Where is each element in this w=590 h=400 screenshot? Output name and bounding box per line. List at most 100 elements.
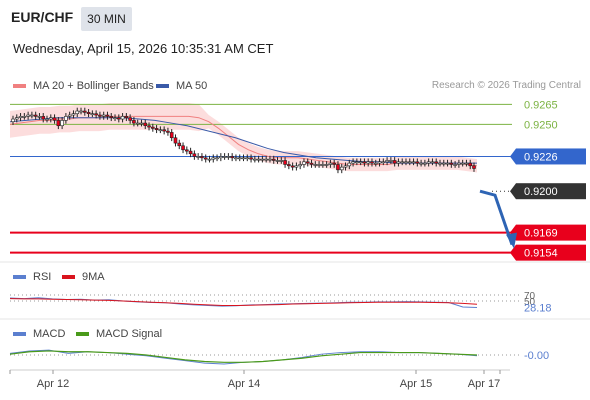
- candle-body: [30, 114, 34, 117]
- candle-body: [423, 162, 427, 165]
- rsi-ma-swatch: [62, 275, 75, 279]
- candle-body: [415, 161, 420, 164]
- macd-swatch: [13, 332, 26, 336]
- datetime-label: Wednesday, April 15, 2026 10:35:31 AM CE…: [13, 41, 274, 56]
- rsi-last-value: 28.18: [524, 303, 552, 315]
- rsi-tick-70: 70: [524, 291, 536, 302]
- candle-body: [245, 157, 250, 160]
- candle-body: [385, 160, 389, 163]
- candle-body: [147, 125, 151, 128]
- legend-rsi-ma-label: 9MA: [82, 271, 105, 283]
- candle-body: [271, 158, 276, 161]
- candle-body: [426, 161, 431, 164]
- ma50-swatch: [156, 84, 169, 88]
- candle-body: [41, 116, 46, 120]
- candle-body: [241, 157, 246, 160]
- candle-body: [98, 114, 102, 117]
- projection-arrow-head: [506, 232, 517, 249]
- macd-signal-swatch: [76, 332, 89, 336]
- candle-body: [441, 162, 446, 165]
- level-tag-0.9226: [516, 148, 586, 165]
- candle-body: [188, 150, 193, 155]
- macd-signal-line: [9, 350, 478, 363]
- ma20-swatch: [13, 84, 26, 88]
- candle-body: [154, 128, 159, 131]
- candle-body: [290, 165, 295, 168]
- candle-body: [173, 137, 178, 144]
- candle-body: [94, 113, 98, 116]
- candle-body: [117, 117, 121, 120]
- rsi-swatch: [13, 275, 26, 279]
- candle-body: [230, 156, 234, 159]
- candle-body: [373, 162, 378, 165]
- candle-body: [336, 164, 340, 171]
- candle-body: [203, 157, 208, 160]
- candle-body: [298, 164, 302, 167]
- candle-body: [400, 161, 405, 164]
- candle-body: [192, 153, 197, 157]
- candle-body: [355, 161, 359, 164]
- candle-body: [200, 156, 204, 159]
- candle-body: [143, 122, 148, 127]
- candle-body: [260, 158, 265, 161]
- candle-body: [101, 114, 106, 117]
- candle-body: [313, 164, 318, 166]
- candle-body: [120, 116, 125, 120]
- candle-body: [305, 161, 310, 164]
- candle-body: [48, 117, 53, 120]
- level-tag-arrow-0.9154: [510, 244, 516, 261]
- candle-body: [90, 113, 95, 116]
- candle-body: [287, 164, 291, 167]
- candle-body: [256, 158, 261, 161]
- candle-body: [253, 158, 257, 161]
- candle-body: [132, 120, 136, 124]
- candle-body: [151, 126, 155, 129]
- candle-body: [169, 132, 174, 139]
- candle-body: [332, 162, 336, 165]
- projection-arrow: [479, 189, 514, 246]
- macd-last-value: -0.00: [524, 350, 549, 362]
- candle-body: [392, 160, 397, 164]
- candle-body: [324, 164, 329, 166]
- candle-body: [453, 164, 457, 166]
- candle-body: [389, 160, 393, 162]
- candle-body: [249, 157, 253, 160]
- candle-body: [430, 161, 435, 164]
- legend-macd-signal: MACD Signal: [76, 328, 162, 340]
- candle-body: [294, 165, 299, 168]
- candle-body: [14, 117, 19, 120]
- legend-rsi: RSI: [13, 271, 51, 283]
- candle-body: [211, 157, 216, 160]
- instrument-title: EUR/CHF: [11, 9, 74, 25]
- candle-body: [177, 142, 182, 147]
- candle-body: [370, 161, 374, 164]
- legend-ma50-label: MA 50: [176, 80, 208, 92]
- candle-body: [279, 160, 284, 162]
- legend-macd: MACD: [13, 328, 65, 340]
- level-label-0.9200: 0.9200: [524, 186, 558, 198]
- candle-body: [158, 129, 163, 132]
- candle-body: [438, 162, 442, 165]
- candle-body: [219, 156, 223, 159]
- candle-body: [60, 120, 64, 127]
- level-tag-arrow-0.9226: [510, 148, 516, 165]
- candle-body: [460, 162, 465, 165]
- x-tick-label-Apr-17: Apr 17: [468, 378, 500, 390]
- timeframe-button[interactable]: 30 MIN: [81, 7, 132, 31]
- candle-body: [264, 158, 268, 161]
- candle-body: [351, 161, 355, 164]
- level-tag-arrow-0.9200: [510, 183, 516, 200]
- candle-body: [105, 114, 110, 117]
- candle-body: [135, 122, 140, 125]
- level-tag-0.9200: [516, 183, 586, 200]
- level-tag-0.9169: [516, 224, 586, 241]
- level-label-0.9226: 0.9226: [524, 151, 558, 163]
- candle-body: [26, 114, 30, 117]
- candle-body: [52, 117, 57, 121]
- candle-body: [71, 113, 76, 116]
- candle-body: [317, 164, 321, 166]
- legend-rsi-label: RSI: [33, 271, 52, 283]
- candle-body: [33, 114, 38, 117]
- level-tag-0.9154: [516, 244, 586, 261]
